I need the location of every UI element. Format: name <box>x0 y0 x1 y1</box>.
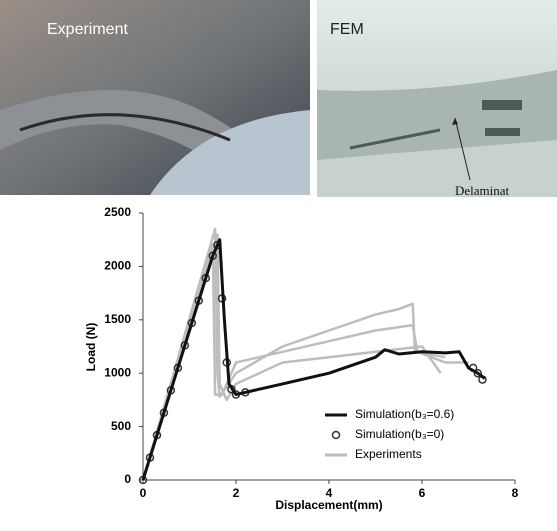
x-tick-label: 2 <box>233 486 240 500</box>
legend-label: Simulation(b₃=0) <box>355 427 444 441</box>
legend-swatch <box>331 430 341 440</box>
fem-base <box>317 140 557 197</box>
legend-label: Experiments <box>355 447 422 461</box>
crack <box>19 113 231 142</box>
x-tick-label: 8 <box>512 486 519 500</box>
panel-label: Experiment <box>47 21 128 38</box>
annotation: Delaminat <box>455 183 510 198</box>
legend-label: Simulation(b₃=0.6) <box>355 407 454 421</box>
series-line <box>141 238 486 481</box>
delamination-zone <box>349 128 441 150</box>
x-tick-label: 4 <box>326 486 333 500</box>
arrow <box>454 117 471 181</box>
y-tick-label: 2000 <box>104 259 131 273</box>
specimen-base <box>150 110 310 195</box>
x-axis-label: Displacement(mm) <box>275 498 382 512</box>
delamination-zone <box>485 128 520 136</box>
x-tick-label: 6 <box>419 486 426 500</box>
y-tick-label: 500 <box>111 419 131 433</box>
marker <box>473 368 483 378</box>
y-tick-label: 2500 <box>104 205 131 219</box>
y-tick-label: 1000 <box>104 365 131 379</box>
arrow-head <box>452 118 458 125</box>
y-tick-label: 0 <box>124 472 131 486</box>
delamination-zone <box>482 100 522 110</box>
y-tick-label: 1500 <box>104 312 131 326</box>
series-line <box>141 227 469 481</box>
panel-label: FEM <box>330 21 364 38</box>
y-axis-label: Load (N) <box>84 323 98 372</box>
x-tick-label: 0 <box>140 486 147 500</box>
